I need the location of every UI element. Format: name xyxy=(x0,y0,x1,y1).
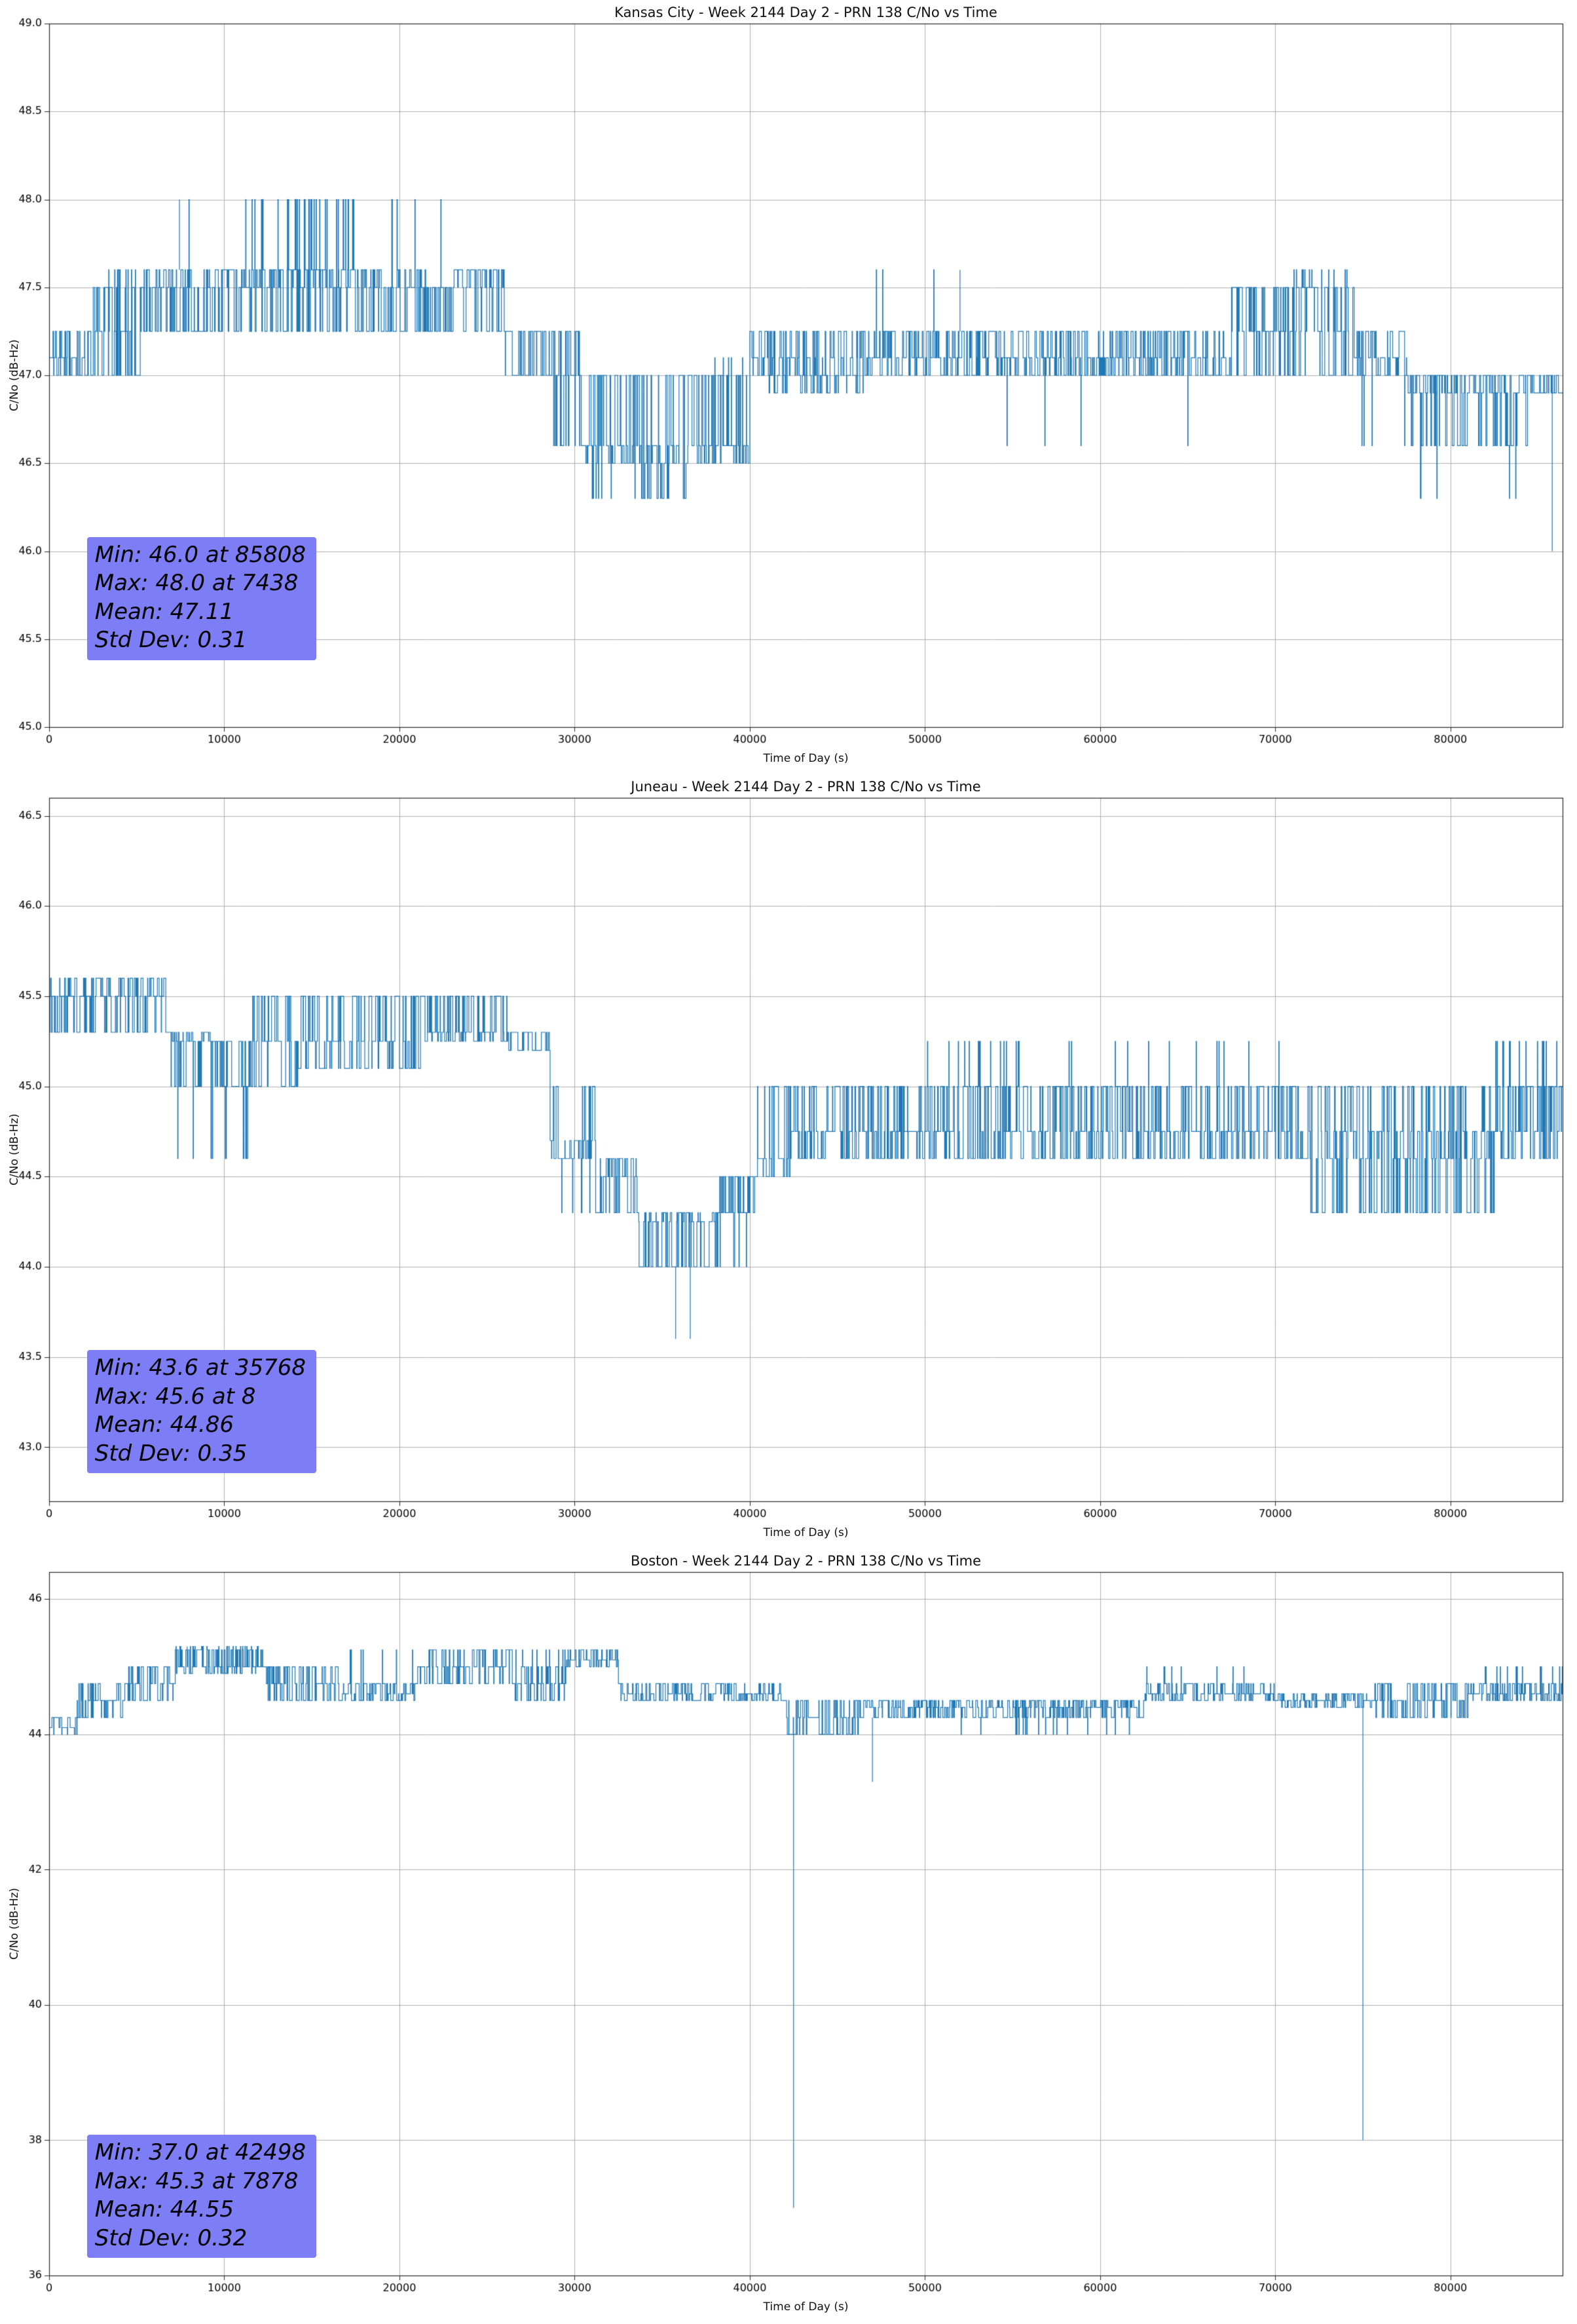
stat-mean: Mean: 47.11 xyxy=(94,598,234,625)
x-axis-label: Time of Day (s) xyxy=(763,752,849,765)
stat-max: Max: 45.3 at 7878 xyxy=(94,2167,299,2194)
stat-min: Min: 46.0 at 85808 xyxy=(94,541,306,568)
figure-kansas-city: Kansas City - Week 2144 Day 2 - PRN 138 … xyxy=(0,0,1577,774)
y-axis-label: C/No (dB-Hz) xyxy=(8,339,21,411)
stats-annotation-kansas-city: Min: 46.0 at 85808 Max: 48.0 at 7438 Mea… xyxy=(86,536,317,660)
y-axis-label: C/No (dB-Hz) xyxy=(8,1888,21,1960)
stat-max: Max: 48.0 at 7438 xyxy=(94,570,299,597)
stats-annotation-boston: Min: 37.0 at 42498 Max: 45.3 at 7878 Mea… xyxy=(86,2135,317,2258)
stat-max: Max: 45.6 at 8 xyxy=(94,1383,256,1410)
stats-annotation-juneau: Min: 43.6 at 35768 Max: 45.6 at 8 Mean: … xyxy=(86,1349,317,1474)
y-axis-label: C/No (dB-Hz) xyxy=(8,1114,21,1186)
figure-boston: Boston - Week 2144 Day 2 - PRN 138 C/No … xyxy=(0,1548,1577,2323)
stat-stddev: Std Dev: 0.35 xyxy=(94,1440,248,1467)
x-axis-label: Time of Day (s) xyxy=(763,2300,849,2314)
figure-juneau: Juneau - Week 2144 Day 2 - PRN 138 C/No … xyxy=(0,774,1577,1548)
stat-mean: Mean: 44.86 xyxy=(94,1412,234,1438)
chart-title-boston: Boston - Week 2144 Day 2 - PRN 138 C/No … xyxy=(630,1553,982,1569)
chart-title-juneau: Juneau - Week 2144 Day 2 - PRN 138 C/No … xyxy=(631,779,981,795)
stat-stddev: Std Dev: 0.32 xyxy=(94,2224,248,2251)
stat-min: Min: 43.6 at 35768 xyxy=(94,1354,306,1381)
stat-mean: Mean: 44.55 xyxy=(94,2196,234,2223)
chart-title-kansas-city: Kansas City - Week 2144 Day 2 - PRN 138 … xyxy=(614,5,997,20)
stat-stddev: Std Dev: 0.31 xyxy=(94,627,248,654)
stat-min: Min: 37.0 at 42498 xyxy=(94,2139,306,2166)
x-axis-label: Time of Day (s) xyxy=(763,1526,849,1539)
